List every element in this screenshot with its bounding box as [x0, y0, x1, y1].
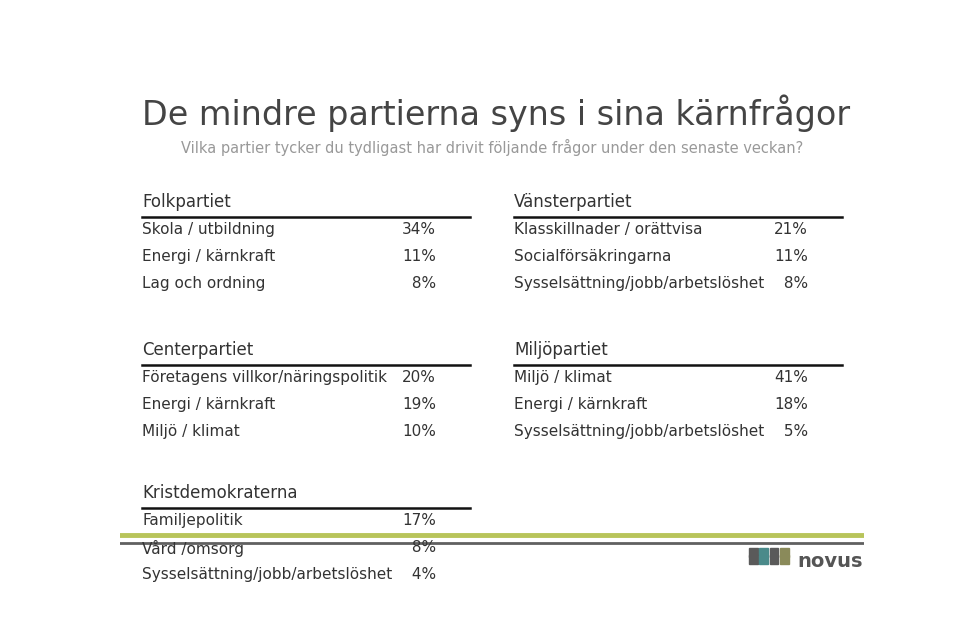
Text: De mindre partierna syns i sina kärnfrågor: De mindre partierna syns i sina kärnfråg…: [142, 94, 851, 132]
Text: Vård /omsorg: Vård /omsorg: [142, 540, 244, 557]
Text: 20%: 20%: [402, 370, 436, 385]
Bar: [780, 555, 789, 563]
Text: 5%: 5%: [780, 424, 808, 439]
Text: 21%: 21%: [775, 222, 808, 237]
Text: 19%: 19%: [402, 397, 436, 412]
Text: Miljöpartiet: Miljöpartiet: [515, 341, 608, 359]
Bar: [759, 549, 768, 556]
Bar: [770, 555, 779, 563]
Text: Sysselsättning/jobb/arbetslöshet: Sysselsättning/jobb/arbetslöshet: [142, 567, 393, 582]
Text: Lag och ordning: Lag och ordning: [142, 276, 266, 291]
Text: 41%: 41%: [775, 370, 808, 385]
Text: Miljö / klimat: Miljö / klimat: [515, 370, 612, 385]
Text: Kristdemokraterna: Kristdemokraterna: [142, 484, 298, 502]
Text: 11%: 11%: [775, 249, 808, 263]
Text: 10%: 10%: [402, 424, 436, 439]
Bar: [770, 549, 779, 556]
Bar: [749, 555, 757, 563]
Text: Centerpartiet: Centerpartiet: [142, 341, 253, 359]
Text: Energi / kärnkraft: Energi / kärnkraft: [142, 249, 276, 263]
Text: Skola / utbildning: Skola / utbildning: [142, 222, 276, 237]
Text: 4%: 4%: [407, 567, 436, 582]
Text: 34%: 34%: [402, 222, 436, 237]
Text: Sysselsättning/jobb/arbetslöshet: Sysselsättning/jobb/arbetslöshet: [515, 424, 764, 439]
Text: 11%: 11%: [402, 249, 436, 263]
Text: Klasskillnader / orättvisa: Klasskillnader / orättvisa: [515, 222, 703, 237]
Text: Socialförsäkringarna: Socialförsäkringarna: [515, 249, 672, 263]
Text: Familjepolitik: Familjepolitik: [142, 513, 243, 528]
Bar: [759, 555, 768, 563]
Text: Vänsterpartiet: Vänsterpartiet: [515, 193, 633, 211]
Text: 8%: 8%: [780, 276, 808, 291]
Text: 8%: 8%: [407, 540, 436, 555]
Text: Miljö / klimat: Miljö / klimat: [142, 424, 240, 439]
Bar: [780, 549, 789, 556]
Text: Vilka partier tycker du tydligast har drivit följande frågor under den senaste v: Vilka partier tycker du tydligast har dr…: [180, 138, 804, 156]
Text: 17%: 17%: [402, 513, 436, 528]
Text: 18%: 18%: [775, 397, 808, 412]
Text: Energi / kärnkraft: Energi / kärnkraft: [515, 397, 648, 412]
Text: Företagens villkor/näringspolitik: Företagens villkor/näringspolitik: [142, 370, 387, 385]
Text: 8%: 8%: [407, 276, 436, 291]
Text: Folkpartiet: Folkpartiet: [142, 193, 231, 211]
Text: novus: novus: [797, 552, 862, 570]
Text: Energi / kärnkraft: Energi / kärnkraft: [142, 397, 276, 412]
Text: Sysselsättning/jobb/arbetslöshet: Sysselsättning/jobb/arbetslöshet: [515, 276, 764, 291]
Bar: [749, 549, 757, 556]
